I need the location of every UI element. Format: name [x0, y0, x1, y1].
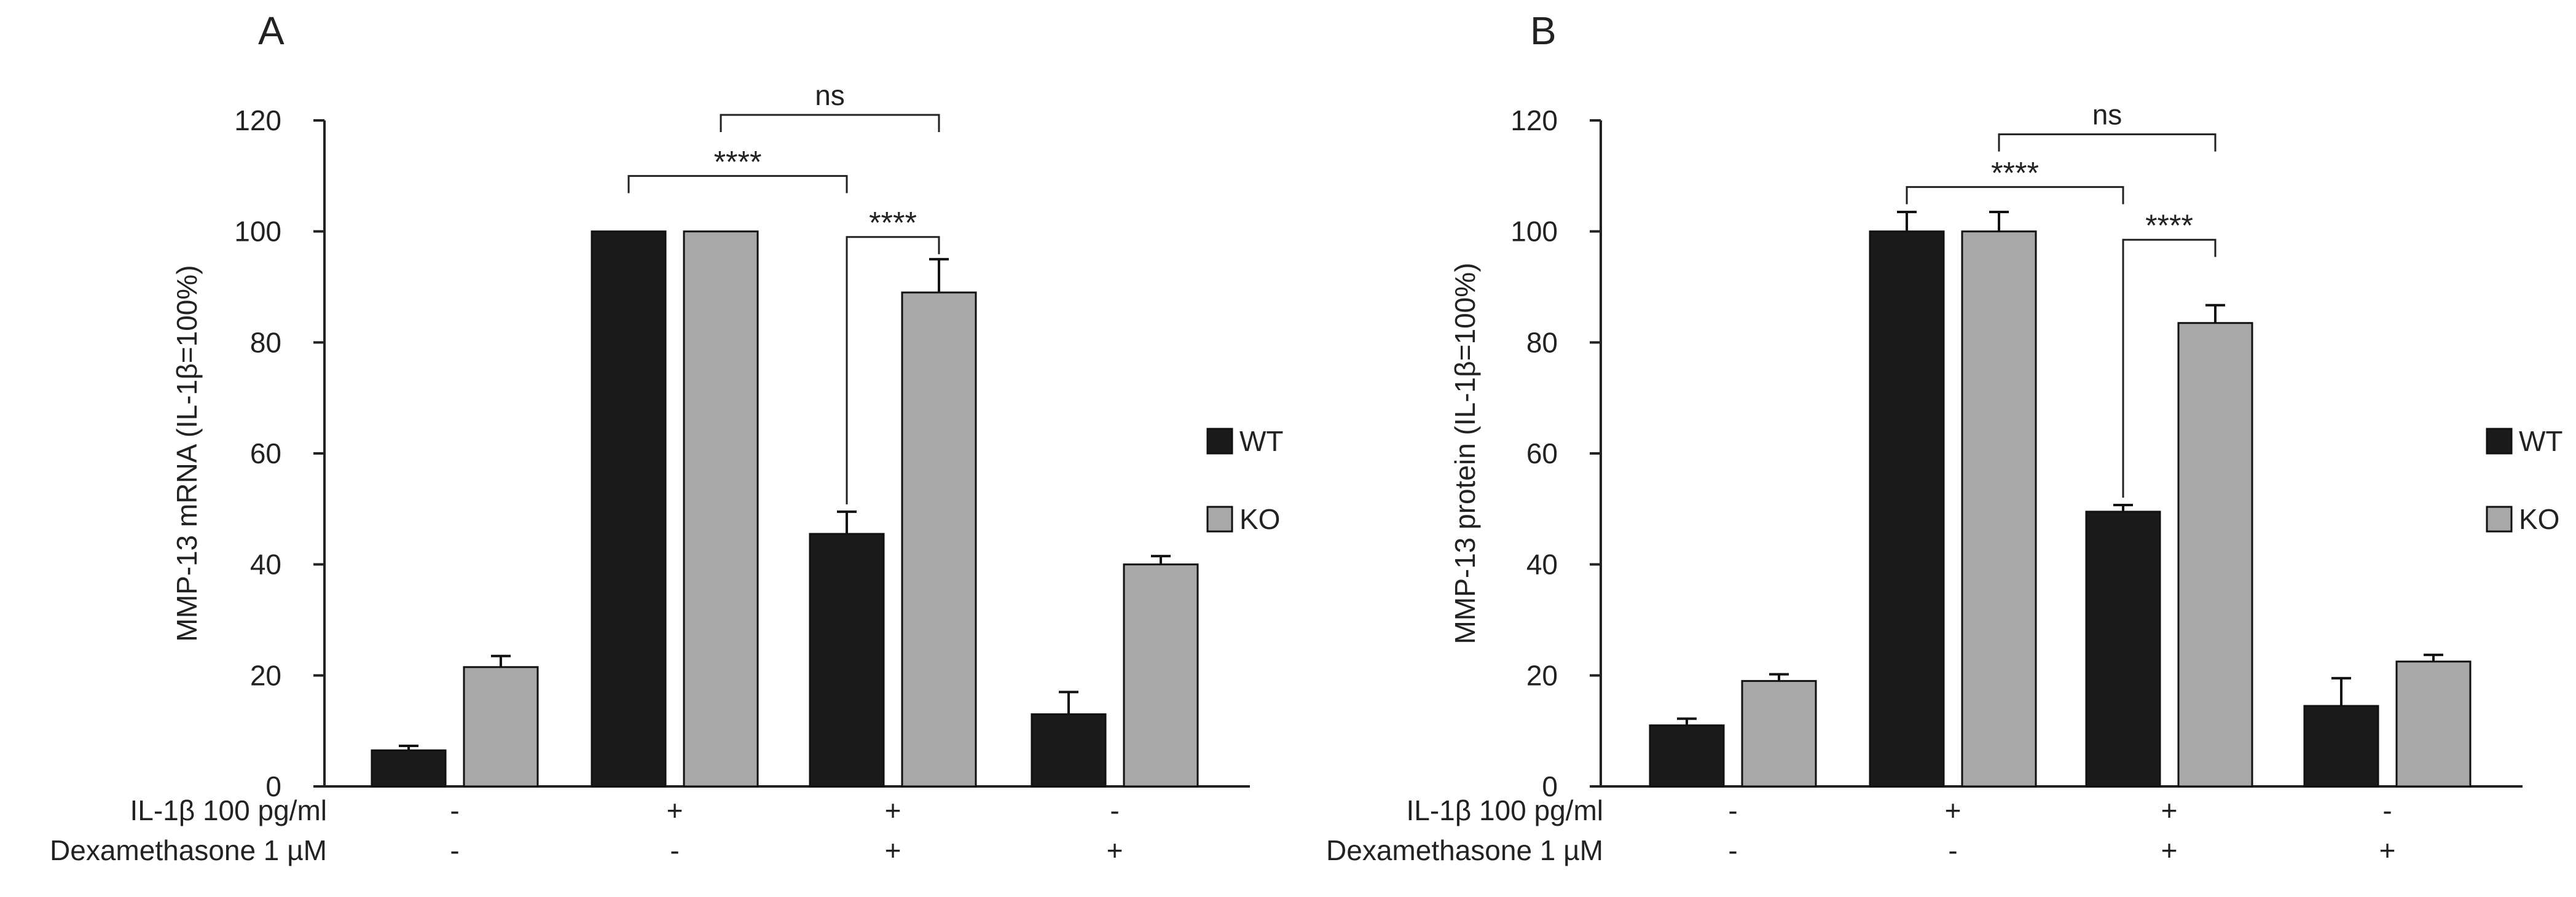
significance-bracket: [627, 174, 848, 194]
legend-swatch-wt: [1206, 428, 1233, 455]
y-tick-label: 40: [250, 549, 281, 581]
condition-value: -: [670, 834, 679, 866]
condition-value: +: [885, 794, 901, 826]
bar-wt-4: [1031, 713, 1107, 788]
y-tick-label: 20: [1526, 659, 1558, 691]
condition-value: +: [1107, 834, 1123, 866]
condition-value: +: [2379, 834, 2396, 866]
significance-bracket: [720, 114, 940, 132]
bar-ko-4: [1123, 563, 1199, 788]
condition-value: +: [2161, 834, 2178, 866]
condition-value: -: [1728, 834, 1737, 866]
legend-swatch-ko: [2486, 506, 2513, 533]
legend-label-wt: WT: [2519, 425, 2563, 457]
y-tick-label: 100: [234, 216, 281, 248]
legend-label-ko: KO: [1239, 503, 1280, 535]
bar-wt-1: [1649, 724, 1725, 788]
condition-label: IL-1β 100 pg/ml: [1406, 794, 1603, 826]
significance-label: ****: [714, 144, 762, 179]
bar-ko-2: [683, 230, 759, 788]
condition-label: IL-1β 100 pg/ml: [130, 794, 327, 826]
significance-bracket: [1998, 133, 2217, 152]
legend-label-wt: WT: [1239, 425, 1284, 457]
condition-value: -: [1948, 834, 1957, 866]
bar-ko-1: [1741, 680, 1817, 788]
condition-value: -: [1728, 794, 1737, 826]
significance-label: ****: [869, 206, 917, 240]
y-tick-label: 60: [1526, 437, 1558, 469]
y-axis-label: MMP-13 protein (IL-1β=100%): [1449, 263, 1481, 644]
y-tick-label: 100: [1510, 216, 1558, 248]
condition-value: +: [885, 834, 901, 866]
y-tick-label: 60: [250, 437, 281, 469]
bar-wt-2: [1869, 230, 1945, 788]
legend-swatch-ko: [1206, 506, 1233, 533]
y-tick-label: 80: [250, 326, 281, 358]
y-tick-label: 20: [250, 659, 281, 691]
significance-label: ****: [1991, 155, 2039, 190]
y-tick-label: 120: [234, 104, 281, 136]
significance-label: ****: [2145, 208, 2193, 243]
bar-wt-1: [371, 749, 447, 788]
significance-label: ns: [2092, 99, 2122, 131]
y-tick-label: 40: [1526, 549, 1558, 581]
panel-label: B: [1530, 9, 1557, 53]
y-tick-label: 80: [1526, 326, 1558, 358]
legend-label-ko: KO: [2519, 503, 2559, 535]
condition-value: +: [667, 794, 683, 826]
panel-label: A: [258, 9, 285, 53]
condition-value: -: [1110, 794, 1119, 826]
significance-bracket: [846, 236, 940, 504]
y-tick-label: 0: [265, 770, 281, 802]
condition-label: Dexamethasone 1 µM: [50, 834, 327, 866]
condition-label: Dexamethasone 1 µM: [1326, 834, 1603, 866]
significance-bracket: [1906, 186, 2124, 205]
bar-ko-3: [2177, 322, 2253, 788]
y-tick-label: 0: [1542, 770, 1558, 802]
condition-value: +: [2161, 794, 2178, 826]
bar-ko-3: [901, 291, 977, 788]
bar-wt-2: [591, 230, 667, 788]
bar-wt-4: [2303, 705, 2379, 788]
condition-value: -: [2382, 794, 2392, 826]
significance-label: ns: [815, 79, 845, 111]
chart-panel-a: A 0 20 40 60 80 100 120 MMP-13 mRNA (IL-1β=100%)…: [50, 9, 1283, 866]
chart-panel-b: B 0 20 40 60 80 100 120 MMP-13 protein (IL-1β=10…: [1326, 9, 2562, 866]
y-axis-label: MMP-13 mRNA (IL-1β=100%): [171, 265, 203, 641]
bar-ko-4: [2395, 660, 2472, 788]
bar-wt-3: [809, 533, 885, 788]
legend-swatch-wt: [2486, 428, 2513, 455]
bar-ko-2: [1961, 230, 2037, 788]
condition-value: -: [450, 834, 459, 866]
y-tick-label: 120: [1510, 104, 1558, 136]
condition-value: -: [450, 794, 459, 826]
bar-ko-1: [463, 666, 539, 788]
bar-wt-3: [2085, 511, 2161, 788]
condition-value: +: [1945, 794, 1961, 826]
significance-bracket: [2122, 238, 2217, 498]
